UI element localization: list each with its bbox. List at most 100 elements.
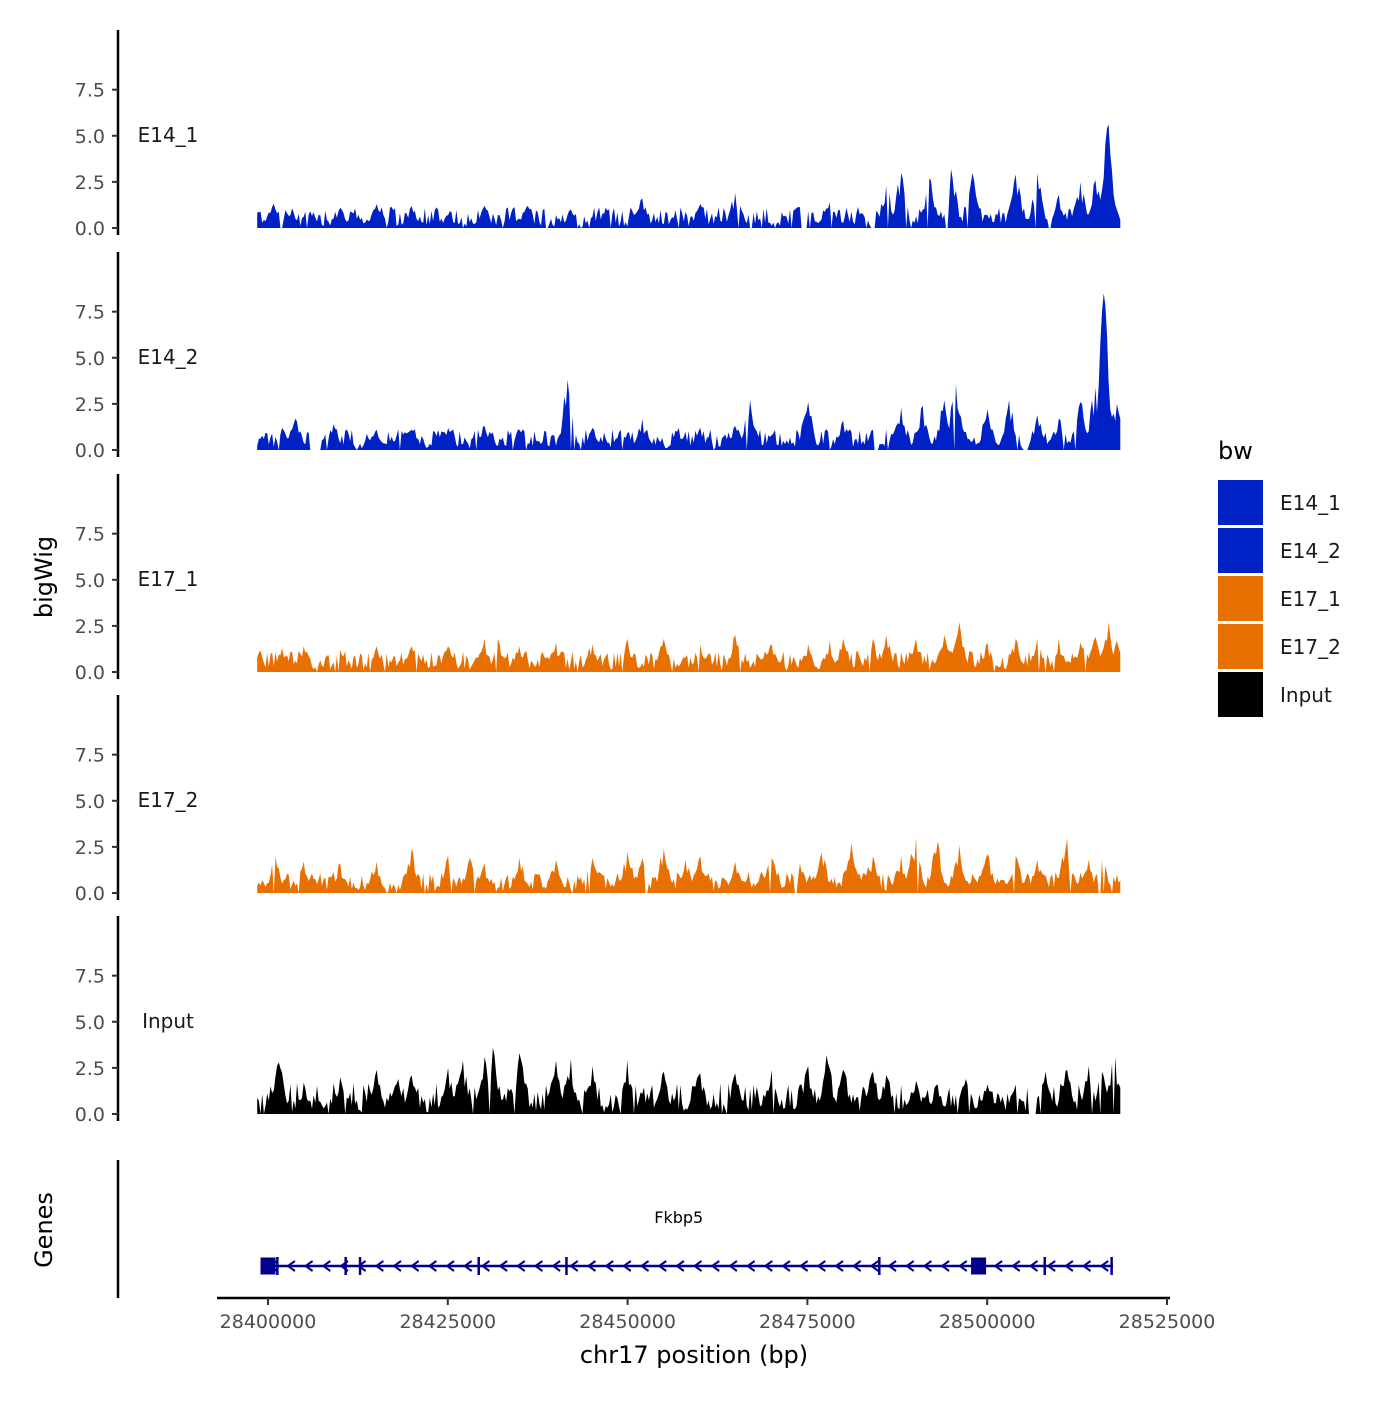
- strand-arrow: [427, 1260, 437, 1272]
- track-E17_2: 0.0 2.5 5.0 7.5 E17_2: [75, 695, 1121, 905]
- y-tick-label: 7.5: [75, 524, 105, 546]
- strand-arrow: [993, 1260, 1003, 1272]
- strand-arrow: [551, 1260, 561, 1272]
- y-tick-label: 2.5: [75, 616, 105, 638]
- y-tick-label: 0.0: [75, 440, 105, 462]
- strand-arrow: [816, 1260, 826, 1272]
- y-tick-label: 2.5: [75, 837, 105, 859]
- x-tick-label: 28425000: [399, 1311, 496, 1333]
- y-tick-label: 7.5: [75, 745, 105, 767]
- gene-exon: [260, 1257, 276, 1275]
- x-tick-label: 28475000: [759, 1311, 856, 1333]
- strand-arrow: [728, 1260, 738, 1272]
- strand-arrow: [321, 1260, 331, 1272]
- gene-name-label: Fkbp5: [654, 1208, 703, 1227]
- legend-label-E17_1: E17_1: [1280, 587, 1341, 611]
- strand-arrow: [1046, 1260, 1056, 1272]
- x-tick-label: 28450000: [579, 1311, 676, 1333]
- legend-label-E14_2: E14_2: [1280, 539, 1341, 563]
- x-axis: 28400000 28425000 28450000 28475000 28500000…: [217, 1296, 1216, 1333]
- strand-arrow: [1011, 1260, 1021, 1272]
- y-tick-label: 5.0: [75, 126, 105, 148]
- strand-arrow: [1064, 1260, 1074, 1272]
- strand-arrow: [569, 1260, 579, 1272]
- strand-arrow: [303, 1260, 314, 1272]
- gene-exon: [878, 1257, 881, 1275]
- legend-swatch-E14_1: [1218, 480, 1263, 525]
- y-tick-label: 0.0: [75, 662, 105, 684]
- y-tick-label: 2.5: [75, 172, 105, 194]
- gene-exon: [276, 1257, 279, 1275]
- coverage-area: [257, 622, 1121, 672]
- gene-exon: [344, 1257, 347, 1275]
- track-panels: 0.0 2.5 5.0 7.5 E14_1 0.0 2.5 5.0 7.5 E14_2 0.0 2.5…: [75, 30, 1121, 1126]
- strand-arrow: [851, 1260, 862, 1272]
- x-tick-label: 28525000: [1119, 1311, 1216, 1333]
- strand-arrow: [639, 1260, 650, 1272]
- y-tick-label: 2.5: [75, 1058, 105, 1080]
- strand-arrow: [869, 1260, 879, 1272]
- y-tick-label: 0.0: [75, 218, 105, 240]
- y-tick-label: 0.0: [75, 883, 105, 905]
- legend-label-Input: Input: [1280, 683, 1332, 707]
- strand-arrow: [657, 1260, 667, 1272]
- strand-arrow: [940, 1260, 950, 1272]
- track-label: E17_1: [138, 567, 199, 591]
- strand-arrow: [834, 1260, 844, 1272]
- track-Input: 0.0 2.5 5.0 7.5 Input: [75, 916, 1121, 1126]
- strand-arrow: [887, 1260, 897, 1272]
- y-tick-label: 0.0: [75, 1104, 105, 1126]
- strand-arrow: [710, 1260, 720, 1272]
- y-tick-label: 5.0: [75, 570, 105, 592]
- legend-swatch-Input: [1218, 672, 1263, 717]
- strand-arrow: [445, 1260, 455, 1272]
- x-axis-title: chr17 position (bp): [580, 1341, 808, 1369]
- strand-arrow: [409, 1260, 420, 1272]
- y-axis-title: bigWig: [30, 536, 58, 618]
- legend-title: bw: [1218, 437, 1253, 465]
- y-tick-label: 2.5: [75, 394, 105, 416]
- legend-swatch-E17_1: [1218, 576, 1263, 621]
- coverage-area: [257, 1047, 1121, 1114]
- strand-arrow: [675, 1260, 685, 1272]
- strand-arrow: [781, 1260, 791, 1272]
- strand-arrow: [533, 1260, 544, 1272]
- gene-exon: [971, 1257, 987, 1275]
- strand-arrow: [392, 1260, 402, 1272]
- strand-arrow: [586, 1260, 597, 1272]
- strand-arrow: [356, 1260, 367, 1272]
- strand-arrow: [958, 1260, 968, 1272]
- track-label: E14_2: [138, 345, 199, 369]
- strand-arrow: [516, 1260, 526, 1272]
- strand-arrow: [604, 1260, 614, 1272]
- strand-arrow: [905, 1260, 915, 1272]
- coverage-area: [257, 293, 1121, 450]
- legend-label-E14_1: E14_1: [1280, 491, 1341, 515]
- track-label: E14_1: [138, 123, 199, 147]
- gene-exon: [1043, 1257, 1046, 1275]
- y-tick-label: 5.0: [75, 348, 105, 370]
- strand-arrow: [498, 1260, 508, 1272]
- legend-label-E17_2: E17_2: [1280, 635, 1341, 659]
- y-tick-label: 5.0: [75, 1012, 105, 1034]
- strand-arrow: [622, 1260, 632, 1272]
- strand-arrow: [1028, 1260, 1039, 1272]
- strand-arrow: [374, 1260, 384, 1272]
- strand-arrow: [922, 1260, 932, 1272]
- track-label: E17_2: [138, 788, 199, 812]
- strand-arrow: [1081, 1260, 1092, 1272]
- strand-arrow: [798, 1260, 809, 1272]
- x-tick-label: 28500000: [939, 1311, 1036, 1333]
- legend-swatch-E17_2: [1218, 624, 1263, 669]
- gene-exon: [565, 1257, 568, 1275]
- strand-arrow: [745, 1260, 756, 1272]
- y-tick-label: 7.5: [75, 302, 105, 324]
- track-E14_2: 0.0 2.5 5.0 7.5 E14_2: [75, 252, 1121, 462]
- strand-arrow: [1099, 1260, 1109, 1272]
- genes-axis-title: Genes: [30, 1192, 58, 1268]
- strand-arrow: [480, 1260, 490, 1272]
- strand-arrow: [763, 1260, 773, 1272]
- track-E17_1: 0.0 2.5 5.0 7.5 E17_1: [75, 474, 1121, 684]
- strand-arrow: [692, 1260, 703, 1272]
